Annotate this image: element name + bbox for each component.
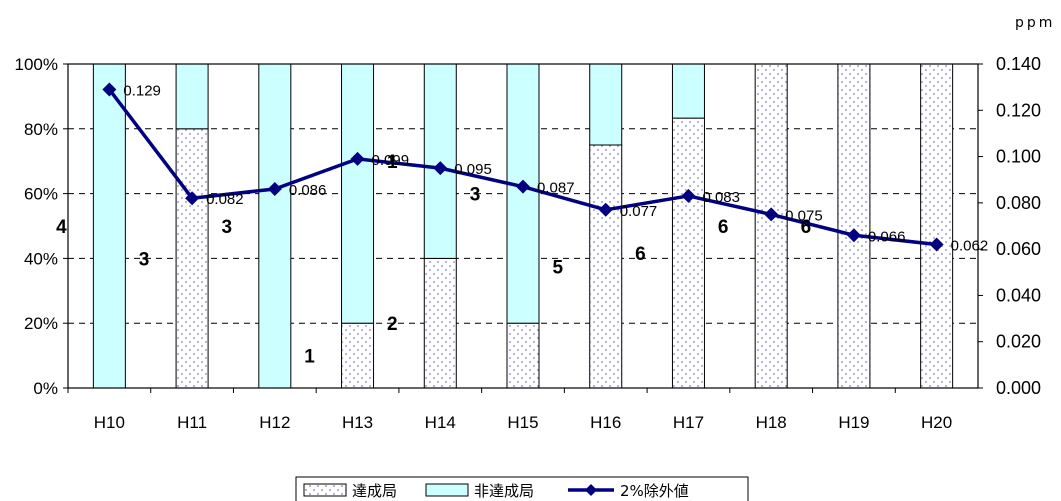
bar-not-achieved-H12 [258, 63, 292, 389]
count-label-H14: 1 [387, 152, 398, 173]
bar-achieved-H13 [341, 322, 375, 389]
count-label-H13: 1 [304, 347, 315, 368]
line-marker-H18 [764, 207, 779, 222]
right-tick-label: 0.060 [996, 239, 1041, 259]
line-marker-H12 [267, 181, 282, 196]
bar-achieved-H20 [920, 63, 954, 389]
count-label-H11: 3 [139, 249, 150, 270]
right-tick-label: 0.020 [996, 332, 1041, 352]
line-marker-H11 [185, 191, 200, 206]
plot-border [67, 63, 979, 389]
x-tick-label: H16 [590, 413, 621, 432]
right-tick-label: 0.080 [996, 193, 1041, 213]
line-marker-H10 [102, 82, 117, 97]
x-tick-label: H13 [342, 413, 373, 432]
x-tick-label: H10 [94, 413, 125, 432]
legend: 達成局 非達成局 2%除外値 [295, 476, 749, 501]
right-tick-label: 0.040 [996, 285, 1041, 305]
line-marker-H19 [846, 228, 861, 243]
line-marker-H15 [516, 179, 530, 194]
line-marker-H14 [433, 161, 448, 176]
right-tick-label: 0.120 [996, 100, 1041, 120]
bar-not-achieved-H11 [175, 63, 209, 130]
legend-swatch-achieved [303, 483, 347, 497]
x-tick-label: H12 [259, 413, 290, 432]
x-tick-label: H20 [921, 413, 952, 432]
left-tick-label: 40% [24, 249, 58, 268]
x-tick-label: H18 [756, 413, 787, 432]
legend-label-achieved: 達成局 [352, 482, 397, 500]
legend-label-line: 2%除外値 [620, 482, 689, 500]
count-label-H14: 2 [387, 314, 398, 335]
count-label-H10: 4 [56, 217, 67, 238]
line-value-label: 0.099 [372, 152, 410, 169]
legend-box [295, 476, 749, 501]
bar-not-achieved-H13 [341, 63, 375, 324]
line-marker-H13 [350, 151, 365, 166]
line-value-label: 0.129 [123, 82, 161, 99]
count-label-H19: 6 [801, 217, 812, 238]
line-marker-H17 [681, 188, 696, 203]
x-tick-label: H11 [177, 413, 207, 432]
bar-not-achieved-H10 [92, 63, 126, 389]
line-value-label: 0.062 [951, 238, 989, 255]
left-tick-label: 60% [24, 185, 58, 204]
x-tick-label: H19 [838, 413, 869, 432]
count-label-H17: 6 [635, 244, 646, 265]
x-tick-label: H14 [425, 413, 456, 432]
bar-achieved-H18 [754, 63, 788, 389]
count-label-H12: 3 [222, 217, 233, 238]
line-marker-H16 [598, 202, 613, 217]
bar-achieved-H15 [506, 322, 540, 389]
plot-frame [67, 63, 979, 389]
line-value-label: 0.075 [785, 207, 823, 224]
line-value-label: 0.083 [702, 189, 740, 206]
data-labels: 0.129 0.082 0.086 0.099 0.095 0.087 0.077 0.083… [56, 82, 988, 367]
line-value-label: 0.066 [868, 228, 906, 245]
left-tick-label: 20% [24, 314, 58, 333]
axes: 0% 20% 40% 60% 80% 100% 0.000 0.020 0.040 0.060 0.… [15, 54, 1042, 432]
legend-label-not-achieved: 非達成局 [474, 482, 534, 500]
legend-swatch-not-achieved [425, 483, 469, 497]
line-value-label: 0.087 [537, 180, 575, 197]
line-value-label: 0.077 [620, 203, 658, 220]
x-tick-label: H17 [673, 413, 704, 432]
line-value-label: 0.082 [206, 191, 244, 208]
right-tick-label: 0.000 [996, 378, 1041, 398]
bar-achieved-H16 [589, 144, 623, 389]
line-marker-H20 [929, 237, 944, 252]
bar-achieved-H14 [423, 257, 457, 389]
bar-not-achieved-H17 [671, 63, 705, 119]
bar-not-achieved-H16 [589, 63, 623, 146]
x-tick-label: H15 [507, 413, 538, 432]
bar-achieved-H17 [671, 117, 705, 389]
legend-marker-line [585, 484, 597, 496]
right-axis-unit: ppm [1015, 15, 1055, 31]
count-label-H18: 6 [718, 217, 729, 238]
bar-achieved-H11 [175, 128, 209, 389]
line-value-label: 0.095 [454, 161, 492, 178]
line-series [102, 82, 944, 252]
bars [92, 63, 954, 389]
left-tick-label: 0% [33, 379, 58, 398]
right-tick-label: 0.140 [996, 54, 1041, 74]
bar-achieved-H19 [837, 63, 871, 389]
left-tick-label: 80% [24, 120, 58, 139]
right-tick-label: 0.100 [996, 147, 1041, 167]
count-label-H15: 3 [470, 185, 481, 206]
left-tick-label: 100% [15, 55, 58, 74]
count-label-H16: 5 [552, 258, 563, 279]
line-value-label: 0.086 [289, 182, 327, 199]
